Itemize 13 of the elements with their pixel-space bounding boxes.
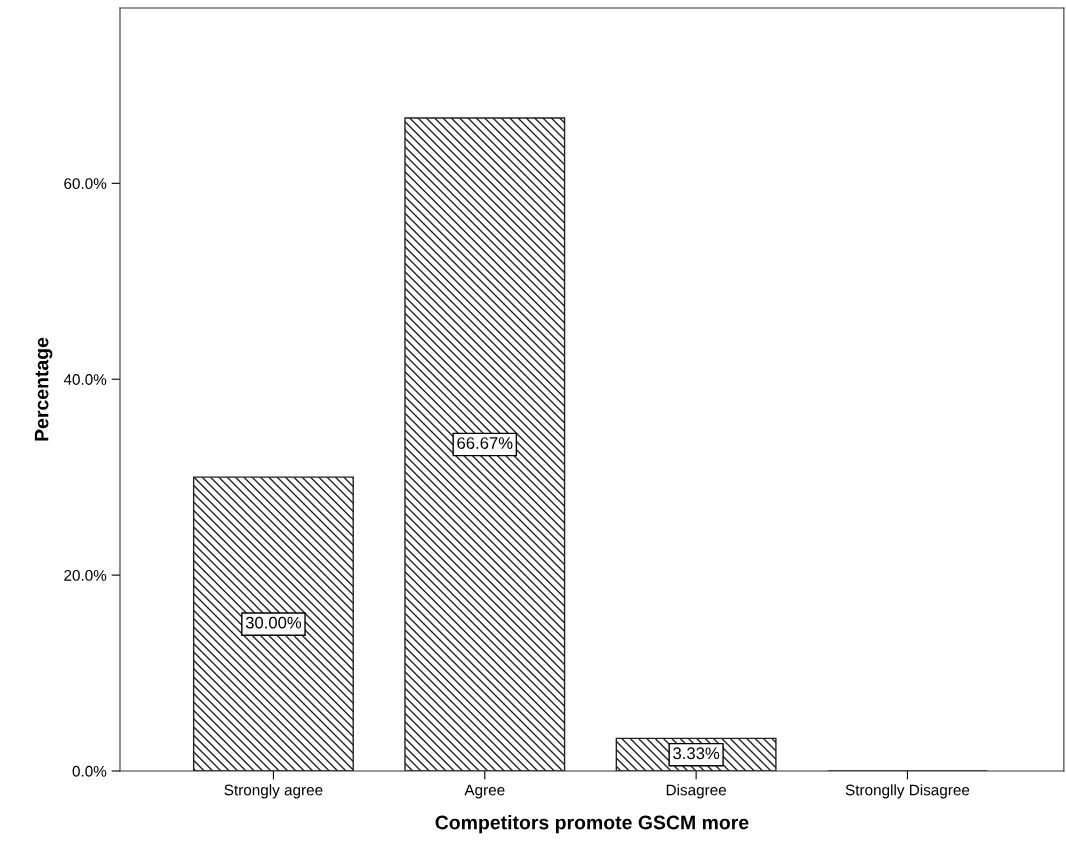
y-tick-label: 40.0% [63,374,107,385]
data-label: 3.33% [673,747,720,760]
y-tick-label: 60.0% [64,178,107,190]
y-axis-title: Percentage [34,337,53,441]
y-tick-label: 20.0% [64,569,107,581]
x-tick-label: Stronglly Disagree [845,784,970,799]
x-tick-label: Agree [464,784,505,799]
x-tick-label: Disagree [666,784,727,799]
x-axis-title: Competitors promote GSCM more [435,815,749,834]
data-label: 30.00% [245,616,302,629]
y-tick-label: 0.0% [72,765,107,777]
x-tick-label: Strongly agree [224,784,323,799]
data-label: 66.67% [457,437,513,449]
